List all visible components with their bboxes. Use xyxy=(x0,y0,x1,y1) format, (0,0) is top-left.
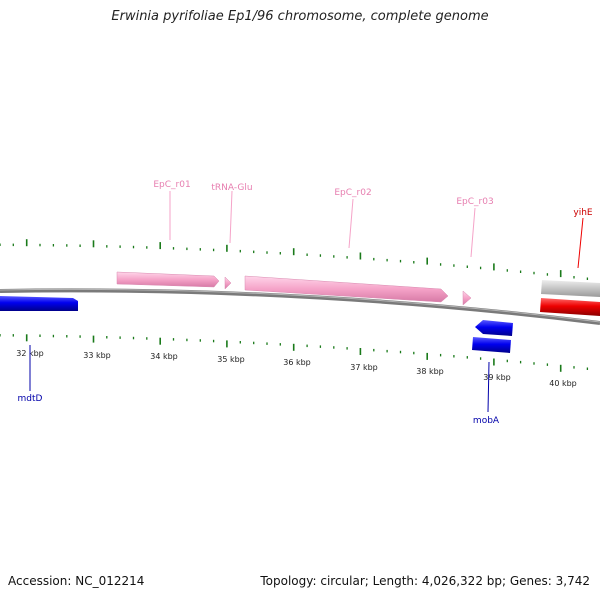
leader-yihe xyxy=(577,217,584,269)
inner-tick-row xyxy=(0,334,589,372)
rna-arrow-trna-glu xyxy=(224,276,232,290)
chromosome-backbone-highlight xyxy=(0,288,600,323)
gene-block-yihe-red xyxy=(540,298,600,316)
ruler-label: 39 kbp xyxy=(483,373,511,382)
feature-labels: EpC_r01 tRNA-Glu EpC_r02 EpC_r03 yihE md… xyxy=(18,180,593,426)
accession-text: Accession: NC_012214 xyxy=(8,574,145,588)
gene-block-yihe-gray xyxy=(541,280,600,297)
feature-label-yihe: yihE xyxy=(573,208,593,218)
ruler-label: 33 kbp xyxy=(83,351,111,360)
feature-label-epc-r03: EpC_r03 xyxy=(456,197,493,207)
outer-tick-row xyxy=(0,239,589,280)
map-title: Erwinia pyrifoliae Ep1/96 chromosome, co… xyxy=(111,9,489,24)
feature-label-epc-r02: EpC_r02 xyxy=(334,188,371,198)
leader-trna-glu xyxy=(229,190,233,244)
gene-block-mdtd xyxy=(0,296,78,311)
ruler-label: 36 kbp xyxy=(283,358,311,367)
rna-arrow-epc-r02 xyxy=(244,275,449,303)
gene-arrow-moba-upper xyxy=(475,320,513,336)
gene-features xyxy=(0,280,600,353)
feature-label-trna-glu: tRNA-Glu xyxy=(211,183,252,193)
leader-epc-r03 xyxy=(470,207,476,258)
leader-epc-r02 xyxy=(348,198,354,249)
rna-features xyxy=(116,271,472,306)
feature-label-mdtd: mdtD xyxy=(18,394,43,404)
gene-block-moba-lower xyxy=(472,337,511,353)
ruler-label: 37 kbp xyxy=(350,363,378,372)
ruler-label: 38 kbp xyxy=(416,367,444,376)
genome-summary-text: Topology: circular; Length: 4,026,322 bp… xyxy=(260,574,590,588)
ruler-labels: 32 kbp 33 kbp 34 kbp 35 kbp 36 kbp 37 kb… xyxy=(16,349,577,388)
ruler-label: 40 kbp xyxy=(549,379,577,388)
feature-label-epc-r01: EpC_r01 xyxy=(153,180,190,190)
rna-arrow-epc-r01 xyxy=(116,271,220,288)
ruler-label: 35 kbp xyxy=(217,355,245,364)
label-leaders xyxy=(29,190,584,413)
ruler-label: 34 kbp xyxy=(150,352,178,361)
chromosome-backbone xyxy=(0,288,600,325)
rna-arrow-epc-r03 xyxy=(462,290,472,306)
feature-label-moba: mobA xyxy=(473,416,500,426)
leader-moba xyxy=(487,361,490,413)
